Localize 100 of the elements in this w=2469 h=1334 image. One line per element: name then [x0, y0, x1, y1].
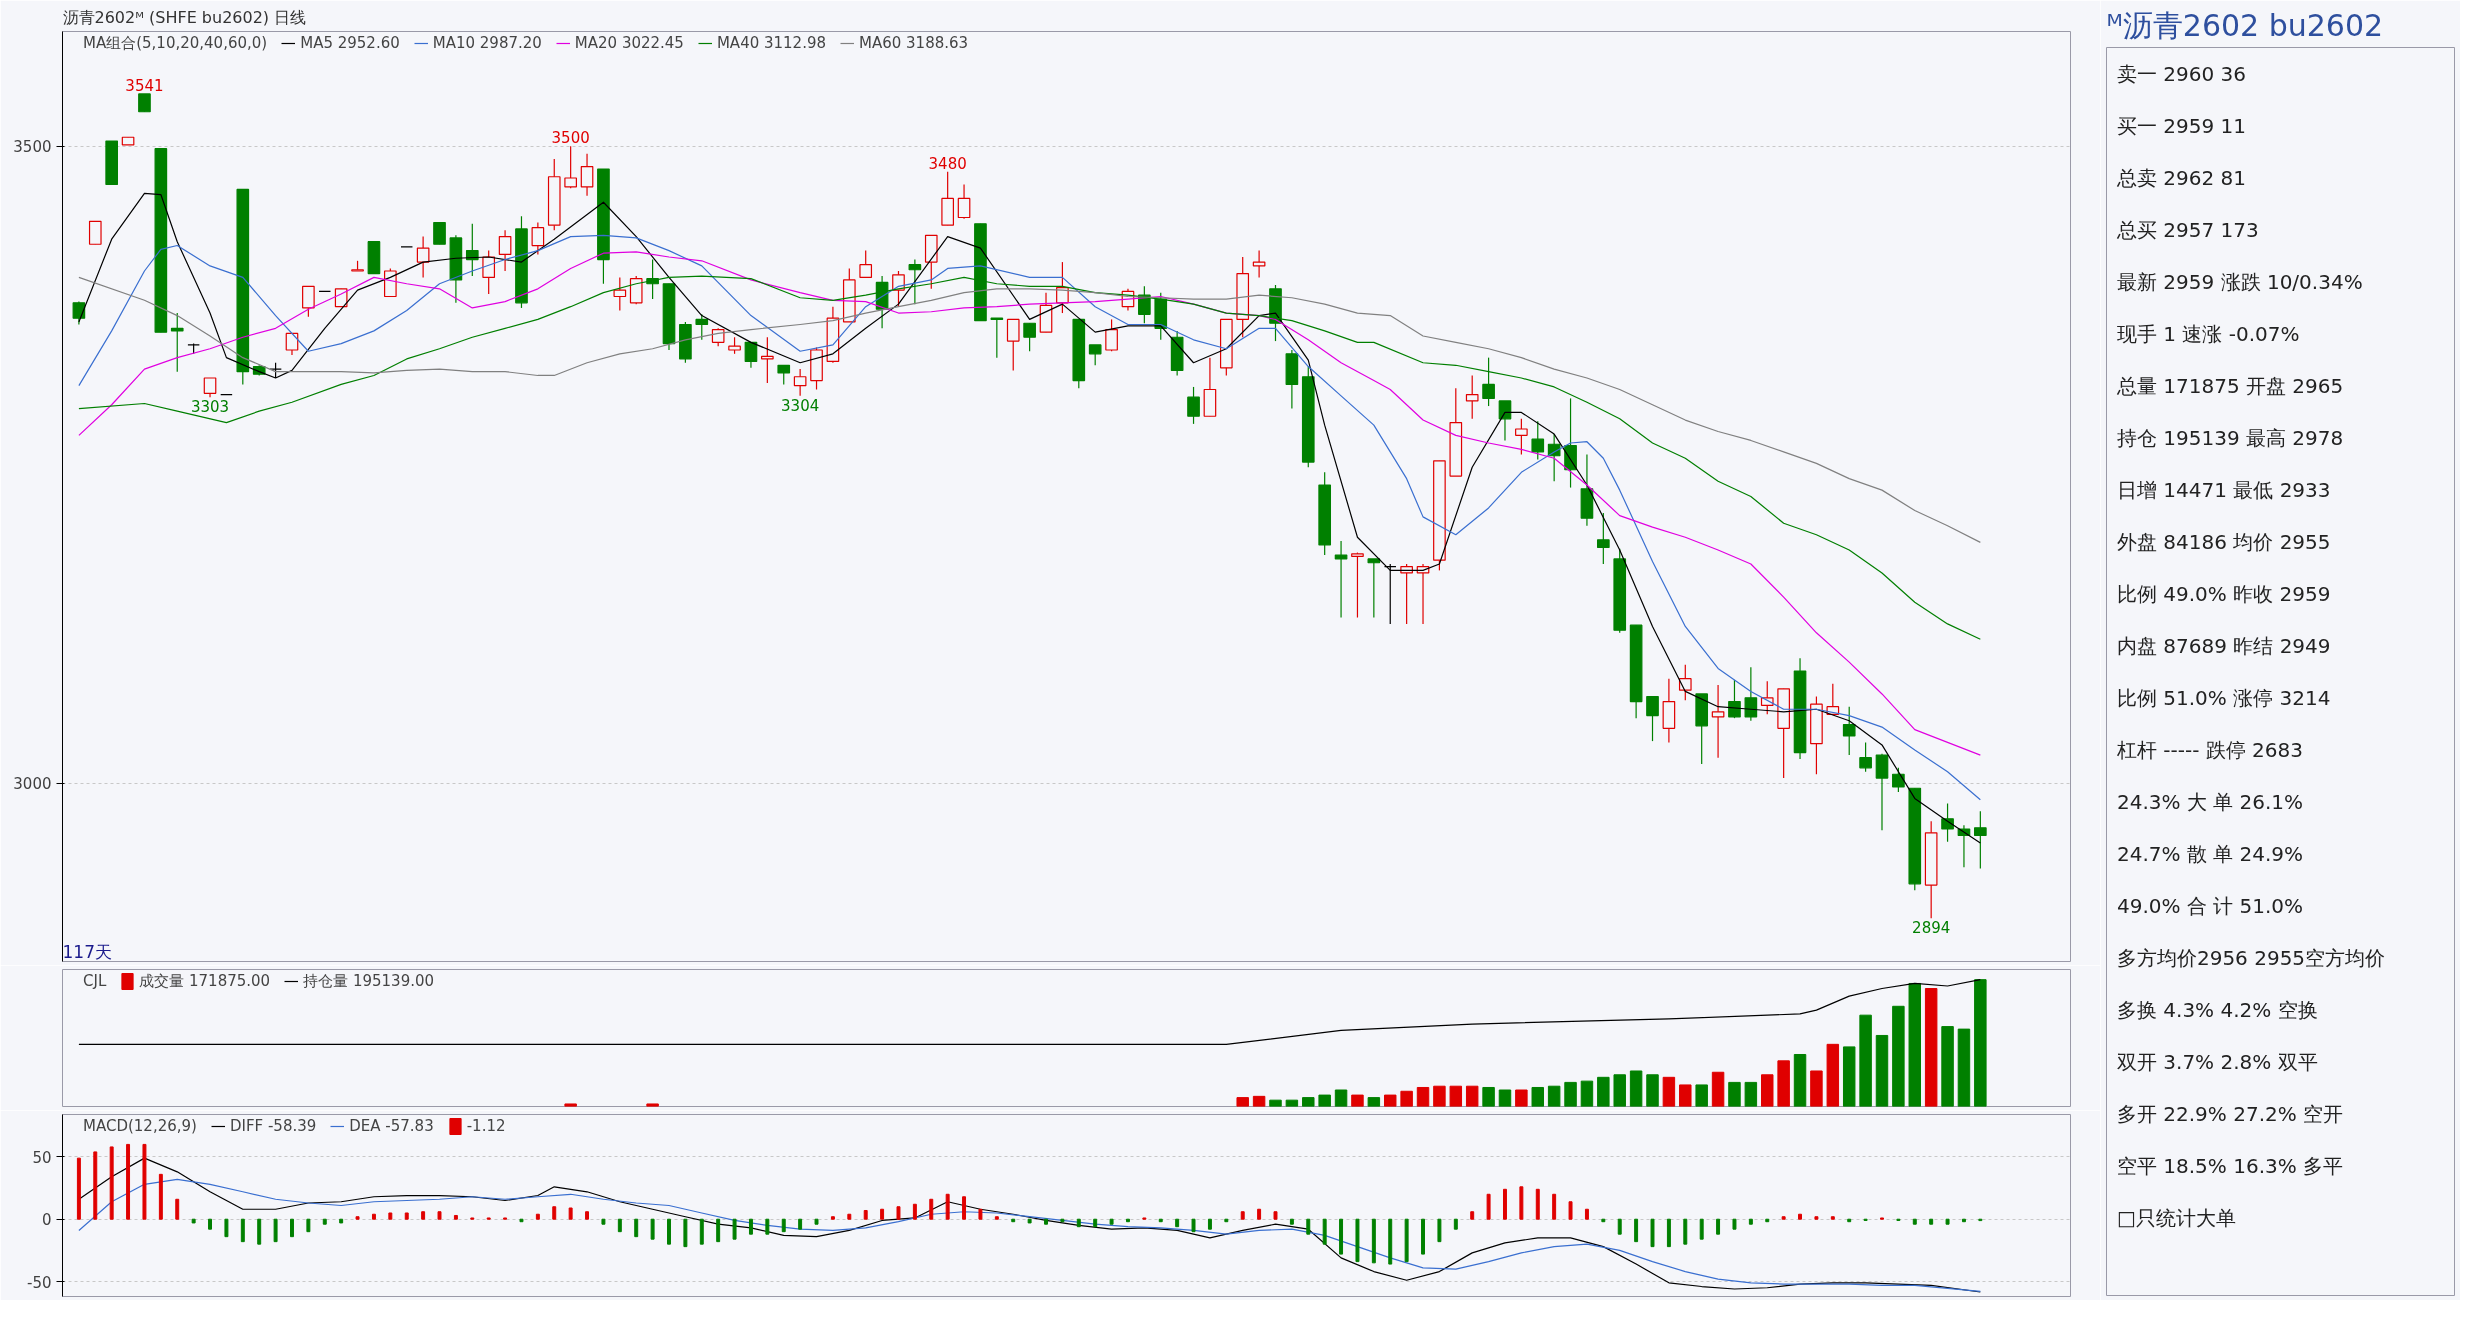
candlestick — [859, 250, 873, 278]
candlestick — [531, 222, 545, 256]
bar — [1384, 1094, 1397, 1107]
candlestick — [1006, 318, 1020, 371]
bar — [1679, 1084, 1692, 1107]
bar — [1498, 1089, 1512, 1107]
bar — [1302, 1097, 1315, 1107]
bar — [1486, 1193, 1491, 1220]
candlestick — [433, 222, 446, 245]
text: 最新 2959 涨跌 10/0.34% — [2116, 269, 2363, 294]
text: 买一 2959 11 — [2116, 113, 2246, 138]
bar — [93, 1151, 98, 1220]
bar — [1552, 1193, 1557, 1220]
bar — [1273, 1211, 1278, 1220]
annotation: 3541 — [125, 76, 164, 95]
candlestick — [1367, 558, 1381, 619]
bar — [1781, 1216, 1786, 1220]
bar — [1433, 1085, 1446, 1107]
candlestick — [1974, 810, 1987, 870]
candlestick — [1105, 318, 1118, 352]
annotation: 3303 — [190, 398, 230, 417]
bar — [1810, 1070, 1823, 1107]
bar — [646, 1103, 659, 1107]
bar — [1793, 1053, 1807, 1107]
bar — [1826, 1043, 1840, 1107]
bar — [1695, 1084, 1708, 1107]
bar — [716, 1218, 721, 1243]
annotation: 117天 — [62, 941, 112, 962]
candlestick — [761, 336, 774, 384]
bar — [601, 1218, 606, 1225]
bar — [1515, 1089, 1528, 1107]
y-tick-label: 3500 — [13, 138, 52, 157]
bar — [453, 1214, 458, 1220]
legend-label: MA10 2987.20 — [432, 34, 542, 52]
text: 多方均价2956 2955空方均价 — [2116, 945, 2386, 970]
bar — [1076, 1218, 1081, 1228]
candlestick — [1482, 357, 1495, 407]
bar — [568, 1207, 573, 1220]
bar — [1322, 1218, 1327, 1245]
bar — [1584, 1208, 1589, 1220]
candlestick — [793, 368, 807, 397]
candlestick — [465, 223, 479, 277]
candlestick — [1351, 551, 1364, 619]
bar — [748, 1218, 753, 1235]
bar — [290, 1218, 294, 1238]
bar — [814, 1218, 819, 1225]
line-series — [78, 1178, 1981, 1292]
bar — [437, 1211, 442, 1220]
bar — [1027, 1218, 1032, 1224]
candlestick — [1531, 420, 1545, 461]
candlestick — [777, 364, 791, 385]
bar — [1388, 1218, 1393, 1265]
bar — [1662, 1076, 1676, 1107]
bar — [224, 1218, 229, 1238]
bar — [1957, 1028, 1971, 1107]
candlestick — [1334, 540, 1348, 619]
bar — [1929, 1218, 1934, 1225]
candlestick — [1728, 679, 1741, 719]
candlestick — [1465, 374, 1479, 420]
bar — [1465, 1085, 1479, 1107]
bar — [1629, 1070, 1643, 1107]
chart-title: 沥青2602ᴹ (SHFE bu2602) 日线 — [62, 7, 307, 27]
candlestick — [1678, 664, 1692, 701]
bar — [699, 1218, 704, 1245]
bar — [1617, 1218, 1622, 1235]
bar — [978, 1208, 983, 1220]
bar — [1011, 1218, 1016, 1223]
candlestick — [1515, 418, 1528, 456]
legend-label: DEA -57.83 — [349, 1117, 434, 1135]
bar — [1224, 1218, 1229, 1223]
y-tick-label: 3000 — [13, 775, 52, 794]
bar — [1093, 1218, 1098, 1228]
text: 比例 49.0% 昨收 2959 — [2116, 581, 2331, 606]
bar — [1240, 1211, 1245, 1220]
bar — [1449, 1085, 1463, 1107]
candlestick — [1597, 512, 1610, 565]
bar — [1421, 1218, 1425, 1255]
bar — [1060, 1218, 1065, 1223]
bar — [667, 1218, 671, 1245]
bar — [1748, 1218, 1753, 1225]
bar — [1744, 1081, 1758, 1107]
candlestick — [1892, 767, 1905, 793]
legend-label: DIFF -58.39 — [229, 1117, 317, 1135]
bar — [535, 1213, 540, 1220]
legend-label: 成交量 171875.00 — [139, 971, 271, 991]
text: 49.0% 合 计 51.0% — [2116, 893, 2304, 918]
bar — [650, 1218, 655, 1240]
bar — [1351, 1094, 1364, 1107]
candlestick — [1859, 741, 1872, 773]
candlestick — [1875, 753, 1889, 831]
bar — [830, 1216, 835, 1220]
bar — [1941, 1026, 1954, 1107]
candlestick — [1711, 684, 1725, 759]
candlestick — [1941, 802, 1954, 843]
bar — [1711, 1071, 1725, 1107]
bar — [1699, 1218, 1704, 1240]
bar — [1798, 1213, 1803, 1220]
bar — [1109, 1218, 1114, 1225]
bar — [732, 1218, 737, 1240]
bar — [1716, 1218, 1721, 1235]
